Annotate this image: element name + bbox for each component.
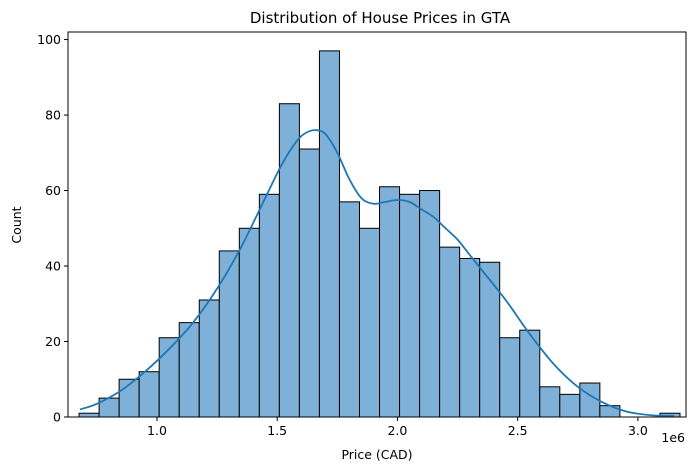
y-tick-label: 60 [45, 183, 61, 198]
x-tick-label: 1.5 [267, 423, 287, 438]
kde-line [79, 129, 675, 417]
histogram-bar [318, 50, 340, 418]
y-axis-label: Count [9, 206, 24, 243]
y-tick-label: 80 [45, 108, 61, 123]
x-axis-label: Price (CAD) [341, 447, 412, 462]
y-tick-label: 20 [45, 334, 61, 349]
histogram-bar [439, 246, 461, 418]
plot-area [78, 50, 681, 418]
x-tick-label: 3.0 [628, 423, 648, 438]
histogram-bar [419, 190, 441, 418]
histogram-bar [539, 386, 561, 418]
histogram-bar [459, 257, 481, 418]
histogram-bar [218, 250, 240, 418]
x-tick-label: 2.5 [508, 423, 528, 438]
histogram-bar [338, 201, 360, 418]
histogram-bar [379, 186, 401, 418]
histogram-bar [258, 193, 280, 418]
histogram-bar [399, 193, 421, 418]
histogram-bar [138, 371, 160, 418]
histogram-bar [178, 322, 200, 418]
y-tick-label: 40 [45, 259, 61, 274]
y-tick-label: 0 [53, 410, 61, 425]
y-tick-label: 100 [37, 32, 61, 47]
plot-frame [67, 31, 687, 418]
chart-title: Distribution of House Prices in GTA [250, 9, 511, 27]
x-tick-label: 2.0 [387, 423, 407, 438]
histogram-bar [358, 227, 381, 418]
histogram-bar [479, 261, 501, 418]
x-tick-label: 1.0 [147, 423, 167, 438]
histogram-bar [559, 393, 581, 418]
histogram-bar [198, 299, 220, 418]
y-axis: 0 20 40 60 80 100 [37, 32, 68, 425]
histogram-bar [499, 337, 521, 418]
histogram-bar [238, 227, 260, 418]
x-axis: 1.0 1.5 2.0 2.5 3.0 [147, 417, 648, 438]
x-offset-label: 1e6 [661, 430, 685, 445]
histogram-bar [599, 405, 621, 418]
histogram-bar [78, 412, 100, 418]
histogram-bar [298, 148, 320, 418]
